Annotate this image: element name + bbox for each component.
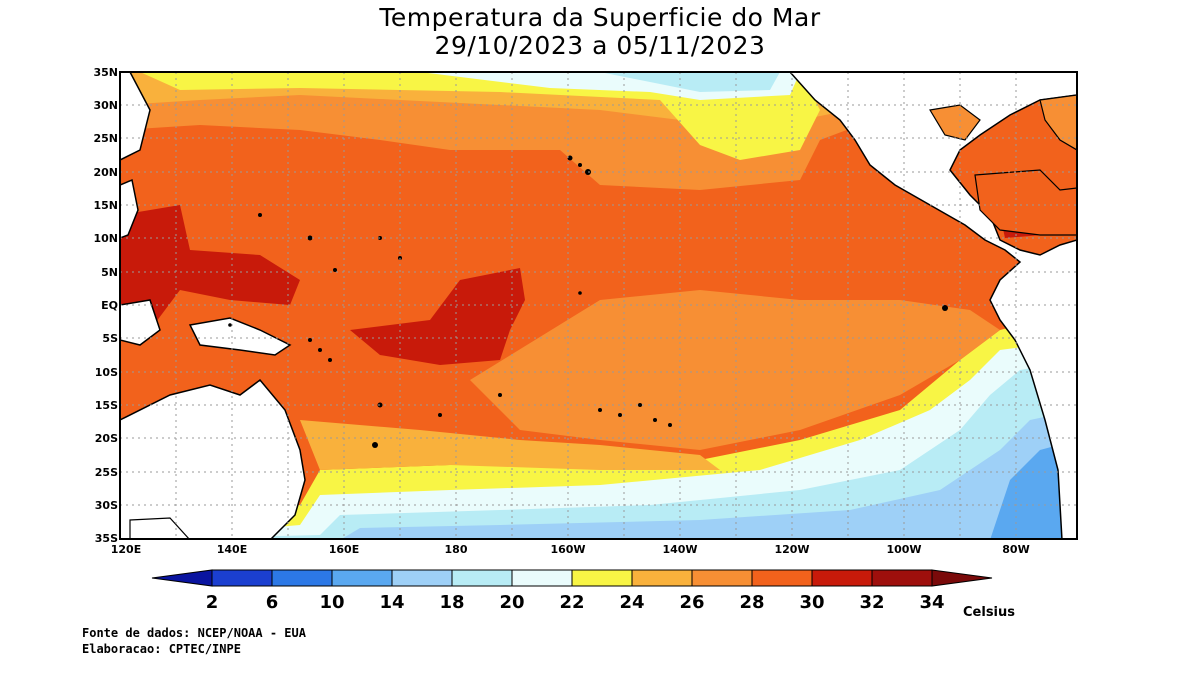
sst-26-28-band-southeast: [470, 290, 1000, 450]
lon-label: 140W: [662, 543, 697, 556]
sst-10-14-band-south: [990, 440, 1077, 539]
pacific-islands: [228, 155, 948, 448]
lat-label: 35S: [95, 532, 118, 545]
lat-label: 5S: [102, 332, 118, 345]
lon-label: 120W: [774, 543, 809, 556]
colorbar-swatch: [631, 569, 693, 587]
colorbar-tick: 14: [379, 592, 404, 613]
lon-label: 120E: [111, 543, 141, 556]
colorbar-ticks: 2 6 10 14 18 20 22 24 26 28 30 32 34: [206, 592, 945, 613]
lat-label: EQ: [101, 299, 118, 312]
lon-label: 80W: [1002, 543, 1029, 556]
colorbar-tick: 34: [919, 592, 944, 613]
new-guinea-land: [188, 317, 292, 356]
colorbar-tick: 20: [499, 592, 524, 613]
australia-land: [120, 378, 306, 539]
sst-18-20-band-south: [160, 360, 1077, 539]
colorbar-tick: 26: [679, 592, 704, 613]
lon-axis: 120E 140E 160E 180 160W 140W 120W 100W 8…: [111, 543, 1030, 556]
colorbar-tick: 6: [266, 592, 279, 613]
lat-label: 20N: [93, 166, 118, 179]
lat-label: 25N: [93, 132, 118, 145]
colorbar-tick: 2: [206, 592, 219, 613]
lat-label: 10S: [95, 366, 118, 379]
sst-30-32-pool-central: [350, 268, 525, 365]
caribbean-sea: [974, 169, 1077, 236]
colorbar-swatch: [211, 569, 273, 587]
atlantic-ocean: [1039, 94, 1077, 151]
map-date-range: 29/10/2023 a 05/11/2023: [434, 31, 766, 60]
map-title: Temperatura da Superficie do Mar: [379, 3, 821, 32]
lat-label: 35N: [93, 66, 118, 79]
lon-label: 160E: [329, 543, 359, 556]
philippines-land: [120, 178, 139, 239]
lat-label: 10N: [93, 232, 118, 245]
colorbar-swatch: [931, 569, 993, 587]
lat-label: 5N: [101, 266, 118, 279]
colorbar-swatch: [331, 569, 393, 587]
colorbar-swatch: [811, 569, 873, 587]
colorbar: [151, 569, 993, 587]
lat-label: 20S: [95, 432, 118, 445]
colorbar-swatch: [871, 569, 933, 587]
colorbar-tick: 10: [319, 592, 344, 613]
colorbar-tick: 30: [799, 592, 824, 613]
lon-label: 100W: [886, 543, 921, 556]
colorbar-swatch: [451, 569, 513, 587]
sst-14-18-band-south: [341, 410, 1077, 539]
lat-label: 15S: [95, 399, 118, 412]
colorbar-tick: 22: [559, 592, 584, 613]
colorbar-swatch: [511, 569, 573, 587]
sst-18-20-band-north: [600, 72, 780, 92]
map-frame: [119, 71, 1078, 540]
lat-label: 30N: [93, 99, 118, 112]
colorbar-unit: Celsius: [963, 605, 1015, 620]
colorbar-swatch: [691, 569, 753, 587]
sst-22-24-band-north: [140, 72, 820, 160]
tasmania-land: [129, 517, 190, 539]
colorbar-tick: 28: [739, 592, 764, 613]
colorbar-swatch: [571, 569, 633, 587]
colorbar-swatch: [751, 569, 813, 587]
americas-land: [788, 72, 1077, 539]
gulf-of-mexico: [929, 104, 981, 141]
lon-label: 180: [445, 543, 468, 556]
sst-field: [120, 72, 1077, 539]
lon-label: 140E: [217, 543, 247, 556]
data-source: Fonte de dados: NCEP/NOAA - EUA: [82, 626, 306, 640]
colorbar-swatch: [391, 569, 453, 587]
colorbar-tick: 24: [619, 592, 644, 613]
lon-label: 160W: [550, 543, 585, 556]
lat-label: 15N: [93, 199, 118, 212]
colorbar-tick: 32: [859, 592, 884, 613]
lat-label: 25S: [95, 466, 118, 479]
lat-axis: 35N 30N 25N 20N 15N 10N 5N EQ 5S 10S 15S…: [93, 66, 118, 545]
made-by: Elaboracao: CPTEC/INPE: [82, 642, 241, 656]
colorbar-swatch: [271, 569, 333, 587]
colorbar-swatch: [151, 569, 213, 587]
sst-24-26-band-south: [300, 420, 720, 470]
colorbar-tick: 18: [439, 592, 464, 613]
lat-label: 30S: [95, 499, 118, 512]
